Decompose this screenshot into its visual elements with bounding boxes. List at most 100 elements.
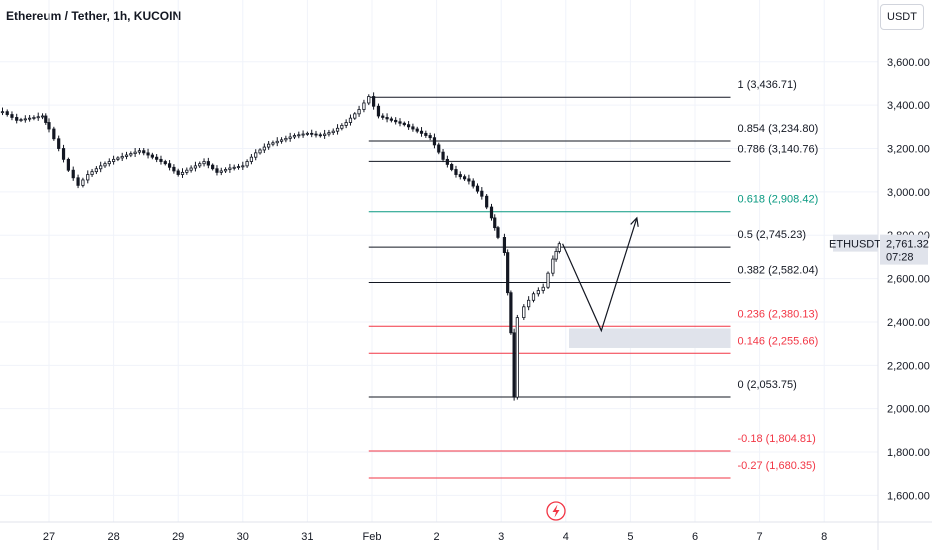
candle-body — [245, 161, 249, 167]
candle-body — [284, 138, 288, 141]
candle-body — [462, 176, 467, 180]
currency-button[interactable]: USDT — [880, 4, 924, 30]
candle-body — [155, 156, 159, 160]
candle-body — [150, 154, 154, 158]
price-tick-label: 3,600.00 — [887, 57, 930, 69]
time-tick-label: 6 — [692, 531, 698, 543]
candle-body — [376, 105, 381, 117]
candle-body — [454, 169, 458, 175]
candle-body — [310, 132, 314, 135]
candle-body — [509, 292, 513, 334]
price-series — [0, 92, 561, 401]
candle-body — [236, 166, 241, 168]
candle-body — [23, 118, 27, 121]
candle-body — [258, 149, 262, 154]
time-tick-label: 5 — [627, 531, 633, 543]
candle-body — [531, 293, 536, 301]
candle-body — [159, 158, 163, 162]
candle-body — [271, 142, 275, 145]
candle-body — [327, 132, 331, 135]
candle-body — [279, 139, 284, 142]
time-tick-label: Feb — [363, 531, 382, 543]
candle-body — [71, 169, 75, 179]
candle-body — [407, 124, 411, 128]
candle-body — [437, 144, 441, 153]
candle-body — [348, 117, 353, 123]
candle-body — [81, 179, 85, 186]
candle-body — [506, 252, 510, 294]
projection-path[interactable] — [562, 216, 639, 333]
candle-body — [103, 163, 107, 167]
candle-body — [254, 152, 258, 158]
candle-body — [496, 227, 500, 238]
candle-body — [66, 158, 70, 171]
time-tick-label: 8 — [821, 531, 827, 543]
projection-arrowhead — [630, 216, 639, 227]
candle-body — [424, 132, 428, 136]
price-tick-label: 1,600.00 — [887, 490, 930, 502]
time-tick-label: 30 — [237, 531, 249, 543]
candle-body — [493, 217, 497, 229]
candle-body — [441, 151, 445, 160]
candle-body — [419, 130, 424, 134]
price-axis[interactable]: 1,600.00 1,800.00 2,000.00 2,200.00 2,400.00… — [887, 57, 930, 503]
candle-body — [137, 150, 142, 153]
candle-body — [367, 96, 371, 104]
candle-body — [450, 164, 454, 170]
time-tick-label: 27 — [43, 531, 55, 543]
candle-body — [297, 134, 301, 137]
symbol-badge — [833, 234, 878, 252]
candle-body — [372, 96, 376, 107]
candle-body — [180, 171, 185, 175]
candle-body — [5, 111, 9, 115]
lightning-icon[interactable] — [546, 501, 566, 521]
candle-body — [116, 157, 120, 160]
price-tick-label: 3,000.00 — [887, 187, 930, 199]
candle-body — [489, 206, 494, 219]
candle-body — [262, 146, 266, 151]
candle-body — [485, 195, 489, 208]
candle-body — [546, 272, 550, 288]
candle-body — [44, 115, 48, 123]
candle-body — [40, 115, 45, 118]
fib-level-label: 0.854 (3,234.80) — [738, 123, 819, 135]
price-tick-label: 3,400.00 — [887, 100, 930, 112]
candle-body — [241, 165, 245, 168]
fib-level-label: 0.5 (2,745.23) — [738, 229, 807, 241]
candle-body — [107, 161, 111, 165]
candle-body — [475, 185, 480, 192]
candle-body — [142, 150, 146, 154]
candle-body — [471, 180, 475, 187]
candle-body — [554, 250, 558, 260]
candle-body — [340, 124, 344, 129]
time-tick-label: 3 — [498, 531, 504, 543]
candle-body — [398, 121, 402, 124]
fib-level-label: 0.382 (2,582.04) — [738, 264, 819, 276]
candle-body — [318, 134, 322, 137]
target-zone — [569, 328, 731, 348]
chart-title: Ethereum / Tether, 1h, KUCOIN — [6, 9, 182, 23]
fib-level-label: 0.618 (2,908.42) — [738, 194, 819, 206]
fib-level-label: 0.236 (2,380.13) — [738, 308, 819, 320]
time-axis[interactable]: 27 28 29 30 31 Feb 2 3 4 5 6 7 8 — [43, 531, 827, 543]
time-tick-label: 31 — [301, 531, 313, 543]
target-zone-box — [569, 328, 731, 348]
grid — [0, 0, 878, 522]
candle-body — [480, 190, 484, 197]
candle-body — [167, 163, 172, 168]
candle-body — [344, 122, 348, 126]
candle-body — [185, 169, 189, 173]
price-tick-label: 2,400.00 — [887, 317, 930, 329]
candle-body — [385, 117, 389, 120]
candle-body — [76, 177, 80, 186]
candle-body — [267, 143, 271, 148]
price-tick-label: 2,200.00 — [887, 360, 930, 372]
candle-body — [381, 115, 385, 118]
candle-body — [228, 167, 232, 170]
candle-body — [301, 133, 305, 136]
candle-body — [193, 165, 198, 169]
candle-body — [61, 148, 66, 160]
fibonacci-retracement[interactable]: 1 (3,436.71) 0.854 (3,234.80) 0.786 (3,140… — [368, 79, 819, 479]
price-tick-label: 1,800.00 — [887, 447, 930, 459]
